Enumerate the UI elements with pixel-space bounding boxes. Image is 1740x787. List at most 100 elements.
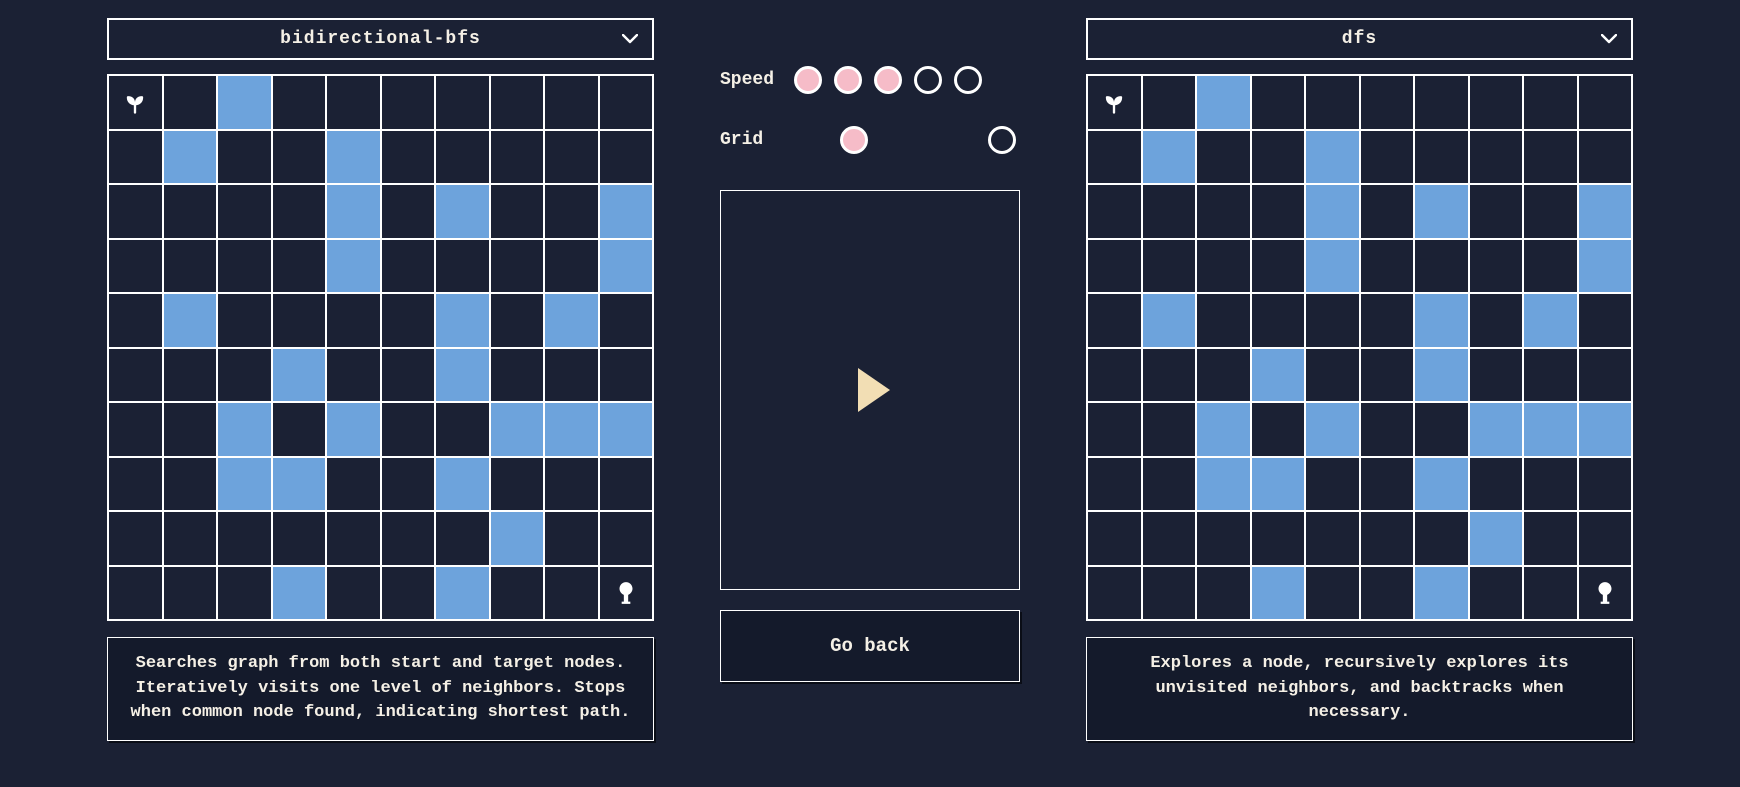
grid-cell[interactable] bbox=[1196, 293, 1251, 348]
grid-cell-wall[interactable] bbox=[1305, 239, 1360, 294]
grid-cell-wall[interactable] bbox=[1523, 402, 1578, 457]
grid-cell[interactable] bbox=[108, 184, 163, 239]
grid-cell[interactable] bbox=[1142, 239, 1197, 294]
grid-cell[interactable] bbox=[1523, 130, 1578, 185]
grid-cell-wall[interactable] bbox=[1414, 566, 1469, 621]
grid-cell-wall[interactable] bbox=[1251, 566, 1306, 621]
grid-cell[interactable] bbox=[108, 566, 163, 621]
grid-cell[interactable] bbox=[1469, 239, 1524, 294]
grid-cell-wall[interactable] bbox=[1578, 402, 1633, 457]
grid-cell[interactable] bbox=[163, 402, 218, 457]
grid-cell[interactable] bbox=[1087, 457, 1142, 512]
grid-cell[interactable] bbox=[490, 184, 545, 239]
grid-cell[interactable] bbox=[1087, 511, 1142, 566]
grid-cell[interactable] bbox=[1142, 511, 1197, 566]
grid-cell[interactable] bbox=[544, 130, 599, 185]
grid-right[interactable] bbox=[1086, 74, 1633, 621]
grid-cell-wall[interactable] bbox=[1578, 184, 1633, 239]
grid-cell[interactable] bbox=[1087, 293, 1142, 348]
grid-cell-wall[interactable] bbox=[1196, 75, 1251, 130]
grid-cell[interactable] bbox=[1087, 566, 1142, 621]
grid-cell[interactable] bbox=[217, 293, 272, 348]
grid-cell[interactable] bbox=[1360, 75, 1415, 130]
speed-dot-1[interactable] bbox=[794, 66, 822, 94]
grid-cell[interactable] bbox=[599, 75, 654, 130]
grid-cell[interactable] bbox=[599, 511, 654, 566]
grid-cell[interactable] bbox=[1305, 75, 1360, 130]
grid-cell[interactable] bbox=[108, 457, 163, 512]
grid-cell[interactable] bbox=[1414, 239, 1469, 294]
grid-cell[interactable] bbox=[544, 511, 599, 566]
play-button[interactable] bbox=[720, 190, 1020, 590]
grid-cell-wall[interactable] bbox=[1251, 457, 1306, 512]
grid-cell[interactable] bbox=[1196, 130, 1251, 185]
grid-cell[interactable] bbox=[1578, 130, 1633, 185]
grid-cell-wall[interactable] bbox=[1196, 457, 1251, 512]
grid-cell-goal[interactable] bbox=[599, 566, 654, 621]
grid-cell-wall[interactable] bbox=[1578, 239, 1633, 294]
grid-cell-goal[interactable] bbox=[1578, 566, 1633, 621]
grid-cell[interactable] bbox=[1469, 348, 1524, 403]
grid-cell-wall[interactable] bbox=[435, 566, 490, 621]
grid-cell-wall[interactable] bbox=[1414, 184, 1469, 239]
grid-cell-wall[interactable] bbox=[435, 457, 490, 512]
grid-cell[interactable] bbox=[1414, 511, 1469, 566]
go-back-button[interactable]: Go back bbox=[720, 610, 1020, 682]
grid-cell[interactable] bbox=[1142, 566, 1197, 621]
grid-cell-wall[interactable] bbox=[163, 130, 218, 185]
grid-cell[interactable] bbox=[490, 566, 545, 621]
grid-cell[interactable] bbox=[1469, 130, 1524, 185]
grid-left[interactable] bbox=[107, 74, 654, 621]
grid-cell[interactable] bbox=[1523, 511, 1578, 566]
grid-cell[interactable] bbox=[1414, 130, 1469, 185]
grid-cell[interactable] bbox=[326, 457, 381, 512]
grid-cell[interactable] bbox=[435, 239, 490, 294]
grid-cell[interactable] bbox=[381, 293, 436, 348]
grid-cell[interactable] bbox=[544, 457, 599, 512]
grid-cell-wall[interactable] bbox=[490, 402, 545, 457]
grid-cell-wall[interactable] bbox=[599, 402, 654, 457]
grid-cell[interactable] bbox=[1087, 348, 1142, 403]
grid-cell[interactable] bbox=[381, 239, 436, 294]
grid-cell[interactable] bbox=[381, 566, 436, 621]
grid-cell[interactable] bbox=[1142, 348, 1197, 403]
grid-cell-wall[interactable] bbox=[1414, 348, 1469, 403]
grid-cell[interactable] bbox=[1578, 293, 1633, 348]
grid-cell[interactable] bbox=[163, 184, 218, 239]
grid-cell[interactable] bbox=[1251, 239, 1306, 294]
grid-cell-wall[interactable] bbox=[1142, 130, 1197, 185]
grid-cell[interactable] bbox=[1360, 184, 1415, 239]
grid-cell-wall[interactable] bbox=[490, 511, 545, 566]
grid-cell[interactable] bbox=[1087, 184, 1142, 239]
grid-cell[interactable] bbox=[1196, 511, 1251, 566]
grid-cell[interactable] bbox=[1578, 457, 1633, 512]
grid-cell[interactable] bbox=[108, 293, 163, 348]
grid-cell[interactable] bbox=[163, 457, 218, 512]
grid-cell[interactable] bbox=[1142, 457, 1197, 512]
grid-cell[interactable] bbox=[326, 75, 381, 130]
grid-cell[interactable] bbox=[599, 348, 654, 403]
grid-cell[interactable] bbox=[1305, 348, 1360, 403]
grid-cell[interactable] bbox=[1305, 566, 1360, 621]
grid-cell-wall[interactable] bbox=[1305, 184, 1360, 239]
grid-cell[interactable] bbox=[599, 457, 654, 512]
grid-cell[interactable] bbox=[163, 348, 218, 403]
grid-cell[interactable] bbox=[163, 566, 218, 621]
grid-cell[interactable] bbox=[381, 348, 436, 403]
algorithm-select-right[interactable]: dfs bbox=[1086, 18, 1633, 60]
grid-cell[interactable] bbox=[272, 511, 327, 566]
grid-cell[interactable] bbox=[490, 75, 545, 130]
grid-cell[interactable] bbox=[1251, 75, 1306, 130]
grid-cell[interactable] bbox=[381, 130, 436, 185]
grid-cell[interactable] bbox=[544, 348, 599, 403]
algorithm-select-left[interactable]: bidirectional-bfs bbox=[107, 18, 654, 60]
grid-cell-wall[interactable] bbox=[272, 348, 327, 403]
grid-cell[interactable] bbox=[108, 239, 163, 294]
grid-cell[interactable] bbox=[1305, 511, 1360, 566]
grid-cell[interactable] bbox=[1360, 457, 1415, 512]
grid-cell-wall[interactable] bbox=[435, 293, 490, 348]
grid-cell-wall[interactable] bbox=[544, 293, 599, 348]
grid-cell-wall[interactable] bbox=[544, 402, 599, 457]
grid-cell[interactable] bbox=[1360, 239, 1415, 294]
speed-dot-5[interactable] bbox=[954, 66, 982, 94]
